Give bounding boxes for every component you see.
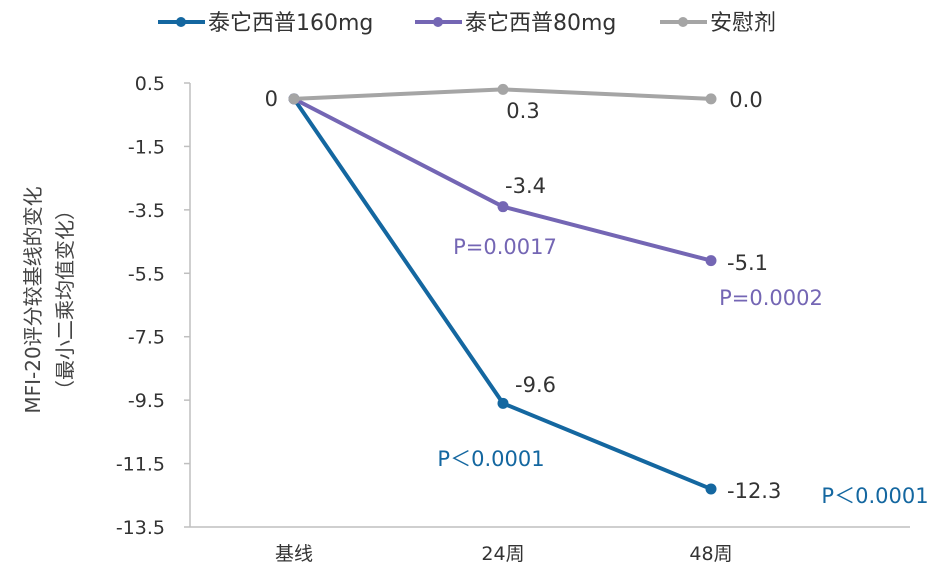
y-tick-label: -1.5	[128, 136, 165, 158]
data-point	[705, 255, 717, 267]
data-point	[288, 93, 300, 105]
p-value-label: P＜0.0001	[821, 484, 928, 508]
data-point	[497, 397, 509, 409]
data-label: 0.3	[506, 99, 539, 123]
legend: 泰它西普160mg 泰它西普80mg 安慰剂	[158, 11, 776, 36]
x-tick-label: 基线	[275, 543, 313, 565]
legend-swatch-marker	[433, 17, 443, 27]
data-point	[705, 483, 717, 495]
data-label: -3.4	[505, 174, 546, 198]
y-tick-label: -13.5	[116, 517, 165, 539]
y-axis-ticks: 0.5 -1.5 -3.5 -5.5 -7.5 -9.5 -11.5 -13.5	[116, 73, 190, 539]
p-value-label: P=0.0017	[453, 235, 557, 259]
y-axis-title-line-1: MFI-20评分较基线的变化	[21, 186, 45, 413]
data-label: -5.1	[727, 251, 768, 275]
data-label: -9.6	[515, 373, 556, 397]
data-point	[497, 201, 509, 213]
legend-label: 泰它西普80mg	[465, 11, 616, 36]
y-tick-label: -11.5	[116, 454, 165, 476]
y-tick-label: -5.5	[128, 263, 165, 285]
x-axis-ticks: 基线 24周 48周	[275, 543, 733, 565]
legend-item-160mg: 泰它西普160mg	[158, 11, 373, 36]
y-tick-label: -7.5	[128, 327, 165, 349]
data-point	[497, 83, 509, 95]
data-point	[705, 93, 717, 105]
legend-swatch-marker	[176, 17, 186, 27]
legend-item-80mg: 泰它西普80mg	[415, 11, 616, 36]
data-label: 0.0	[729, 88, 762, 112]
data-label: -12.3	[727, 479, 781, 503]
p-value-label: P＜0.0001	[437, 447, 544, 471]
y-tick-label: -3.5	[128, 200, 165, 222]
data-label: 0	[265, 87, 278, 111]
legend-label: 安慰剂	[710, 11, 776, 36]
legend-item-placebo: 安慰剂	[660, 11, 776, 36]
p-value-label: P=0.0002	[719, 286, 823, 310]
x-tick-label: 24周	[481, 543, 524, 565]
data-labels: -9.6 -12.3 P＜0.0001 P＜0.0001 -3.4 -5.1 P=0.001…	[265, 87, 929, 508]
y-tick-label: -9.5	[128, 390, 165, 412]
y-axis-title-line-2: （最小二乘均值变化）	[53, 200, 77, 400]
x-tick-label: 48周	[689, 543, 732, 565]
series-group	[288, 83, 717, 495]
y-tick-label: 0.5	[135, 73, 165, 95]
series-line-0	[292, 97, 712, 491]
y-axis-title: MFI-20评分较基线的变化 （最小二乘均值变化）	[21, 186, 77, 413]
legend-swatch-marker	[678, 17, 688, 27]
legend-label: 泰它西普160mg	[208, 11, 373, 36]
